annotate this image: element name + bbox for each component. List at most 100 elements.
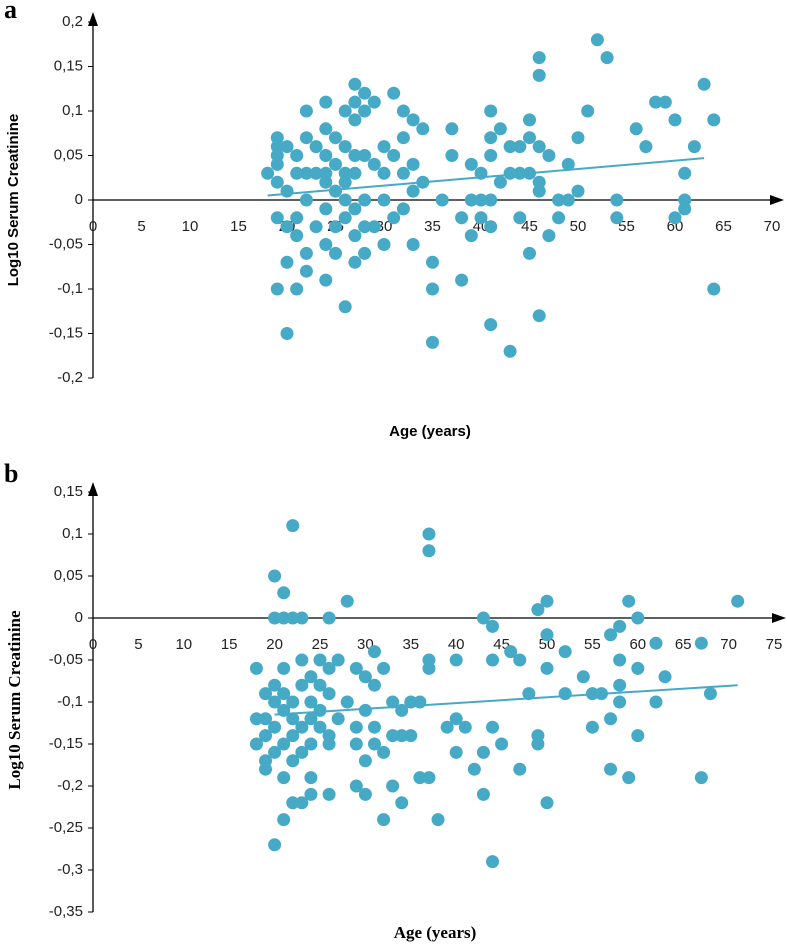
point [319,202,333,216]
point [377,745,391,759]
point [331,712,345,726]
point [464,229,478,243]
point [358,86,372,100]
point [668,113,682,127]
point [613,619,627,633]
point [280,255,294,269]
point [503,140,517,154]
point [358,787,372,801]
x-tick-label: 35 [402,636,419,653]
x-axis-title: Age (years) [389,423,471,440]
point [571,131,585,145]
point [455,273,469,287]
point [590,33,604,47]
point [540,594,554,608]
point [387,211,401,225]
y-tick-label: -0,15 [49,324,83,341]
point [613,695,627,709]
point [295,796,309,810]
x-tick-label: 25 [312,636,329,653]
point [277,771,291,785]
point [338,300,352,314]
point [440,720,454,734]
y-tick-label: 0,2 [62,13,83,30]
point [268,611,282,625]
point [286,611,300,625]
point [622,771,636,785]
point [268,569,282,583]
point [299,104,313,118]
point [295,720,309,734]
point [531,737,545,751]
point [348,229,362,243]
point [395,796,409,810]
point [286,695,300,709]
y-tick-label: -0,1 [57,280,83,297]
point [348,255,362,269]
point [585,720,599,734]
x-tick-label: 55 [618,218,635,235]
point [464,193,478,207]
point [367,720,381,734]
point [304,771,318,785]
point [610,211,624,225]
y-axis-title: Log10 Serum Creatinine [5,610,24,790]
point [261,166,275,180]
point [406,238,420,251]
point [270,157,284,171]
point [367,678,381,692]
point [435,193,449,207]
point [668,211,682,225]
point [600,51,614,65]
point [413,771,427,785]
x-tick-label: 70 [764,218,781,235]
point [299,246,313,260]
point [304,670,318,684]
point [504,645,518,659]
point [416,122,430,136]
y-tick-label: 0,05 [54,567,83,584]
point [348,166,362,180]
point [313,703,327,717]
point [658,670,672,684]
point [631,729,645,743]
point [268,838,282,852]
point [649,636,663,650]
point [561,193,575,207]
point [367,95,381,109]
point [299,131,313,145]
point [552,193,566,207]
point [270,140,284,154]
y-tick-label: -0,2 [57,369,83,386]
point [277,661,291,675]
point [290,211,304,225]
point [280,327,294,340]
point [422,527,436,541]
x-tick-label: 15 [230,218,247,235]
point [386,695,400,709]
point [406,113,420,127]
point [386,779,400,793]
point [422,661,436,675]
y-tick-label: -0,3 [57,861,83,878]
point [313,653,327,667]
point [486,855,500,869]
x-tick-label: 20 [266,636,283,653]
point [277,687,291,701]
point [270,131,284,145]
point [513,762,527,776]
point [277,611,291,625]
point [377,140,391,154]
y-tick-label: -0,1 [57,693,83,710]
point [319,95,333,109]
point [304,695,318,709]
point [532,175,546,189]
point [349,779,363,793]
point [290,282,304,296]
x-tick-label: 0 [89,218,97,235]
point [604,712,618,726]
point [358,104,372,118]
point [687,140,701,154]
point [367,645,381,659]
point [295,678,309,692]
